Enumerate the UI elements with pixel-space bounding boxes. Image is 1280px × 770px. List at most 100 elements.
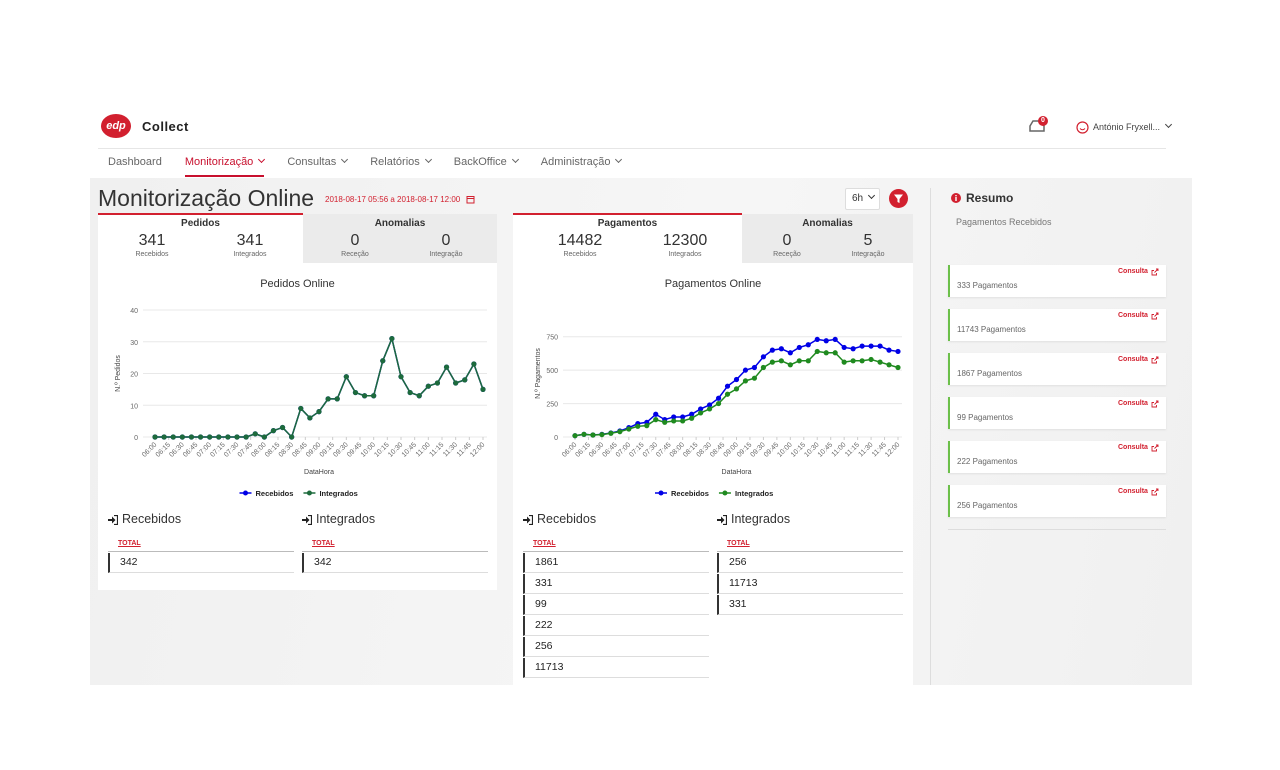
nav-item[interactable]: Dashboard [108, 156, 162, 168]
stat-value: 12300 [662, 232, 708, 249]
nav-item[interactable]: Consultas [287, 156, 347, 177]
table-row: 331 [523, 574, 709, 594]
stat-label: Integração [851, 251, 885, 258]
external-link-icon[interactable] [1151, 444, 1159, 452]
tab[interactable]: Pagamentos [597, 218, 658, 229]
tab-inactive-bg [303, 214, 497, 263]
table-header: TOTAL [312, 540, 335, 547]
summary-card [948, 441, 1166, 473]
nav-item[interactable]: Monitorização [184, 156, 265, 177]
nav-item[interactable]: Administração [541, 156, 622, 177]
summary-label: 11743 Pagamentos [957, 325, 1026, 334]
table-header-line [302, 551, 488, 552]
stat-value: 14482 [557, 232, 603, 249]
summary-card [948, 265, 1166, 297]
info-icon [951, 193, 961, 203]
summary-label: 222 Pagamentos [957, 457, 1018, 466]
table-header-line [717, 551, 903, 552]
external-link-icon[interactable] [1151, 268, 1159, 276]
summary-label: 99 Pagamentos [957, 413, 1014, 422]
header-divider [98, 148, 1166, 149]
stat-value: 341 [236, 232, 264, 249]
tab[interactable]: Anomalias [802, 218, 853, 229]
summary-link[interactable]: Consulta [1118, 268, 1148, 275]
table-title: Recebidos [537, 512, 597, 526]
nav-bar: Dashboard Monitorização Consultas Relatório… [108, 156, 621, 177]
table-row: 342 [302, 553, 488, 573]
table-title: Integrados [316, 512, 376, 526]
table-header: TOTAL [118, 540, 141, 547]
nav-item[interactable]: BackOffice [454, 156, 518, 177]
table-header: TOTAL [727, 540, 750, 547]
table-row: 99 [523, 595, 709, 615]
tab-inactive-bg [742, 214, 913, 263]
stat-value: 0 [782, 232, 792, 249]
table-header-line [108, 551, 294, 552]
stat-label: Recebidos [135, 251, 169, 258]
stat-value: 341 [138, 232, 166, 249]
notification-icon[interactable] [1028, 116, 1052, 134]
summary-label: 256 Pagamentos [957, 501, 1018, 510]
summary-card [948, 353, 1166, 385]
external-link-icon[interactable] [1151, 356, 1159, 364]
period-select[interactable]: 6h [845, 188, 880, 210]
summary-title: Resumo [966, 191, 1014, 205]
summary-bottom-line [948, 529, 1166, 530]
tab[interactable]: Pedidos [181, 218, 220, 229]
stat-value: 5 [863, 232, 873, 249]
table-icon [717, 515, 727, 525]
summary-link[interactable]: Consulta [1118, 312, 1148, 319]
user-icon[interactable] [1076, 121, 1089, 134]
panel-card [513, 214, 913, 685]
table-icon [523, 515, 533, 525]
stat-label: Recebidos [563, 251, 597, 258]
summary-link[interactable]: Consulta [1118, 444, 1148, 451]
tab-active-border [98, 213, 303, 215]
panel-card [98, 214, 497, 590]
summary-card [948, 397, 1166, 429]
stat-value: 0 [441, 232, 451, 249]
filter-button[interactable] [889, 189, 908, 208]
stat-label: Receção [773, 251, 801, 258]
sidebar-divider [930, 188, 931, 685]
page-title: Monitorização Online [98, 185, 315, 211]
calendar-icon [466, 196, 475, 204]
summary-label: 333 Pagamentos [957, 281, 1018, 290]
table-row: 222 [523, 616, 709, 636]
table-row: 11713 [523, 658, 709, 678]
table-icon [302, 515, 312, 525]
summary-label: 1867 Pagamentos [957, 369, 1022, 378]
table-row: 342 [108, 553, 294, 573]
summary-subtitle: Pagamentos Recebidos [956, 217, 1052, 227]
table-title: Integrados [731, 512, 791, 526]
summary-link[interactable]: Consulta [1118, 400, 1148, 407]
stat-label: Integrados [668, 251, 702, 258]
summary-link[interactable]: Consulta [1118, 488, 1148, 495]
summary-card [948, 485, 1166, 517]
summary-card [948, 309, 1166, 341]
notification-count: 0 [1041, 117, 1045, 124]
user-menu[interactable]: António Fryxell... [1093, 122, 1171, 132]
stat-label: Integrados [233, 251, 267, 258]
stat-label: Receção [341, 251, 369, 258]
tab[interactable]: Anomalias [374, 218, 426, 229]
external-link-icon[interactable] [1151, 312, 1159, 320]
table-header: TOTAL [533, 540, 556, 547]
tab-active-border [513, 213, 742, 215]
table-row: 331 [717, 595, 903, 615]
table-title: Recebidos [122, 512, 182, 526]
date-range: 2018-08-17 05:56 a 2018-08-17 12:00 [325, 195, 461, 204]
app-name: Collect [142, 119, 189, 134]
external-link-icon[interactable] [1151, 488, 1159, 496]
stat-value: 0 [350, 232, 360, 249]
logo[interactable]: edp [101, 114, 131, 138]
nav-item[interactable]: Relatórios [370, 156, 431, 177]
table-row: 11713 [717, 574, 903, 594]
table-row: 1861 [523, 553, 709, 573]
external-link-icon[interactable] [1151, 400, 1159, 408]
stat-label: Integração [429, 251, 463, 258]
table-header-line [523, 551, 709, 552]
table-icon [108, 515, 118, 525]
summary-link[interactable]: Consulta [1118, 356, 1148, 363]
